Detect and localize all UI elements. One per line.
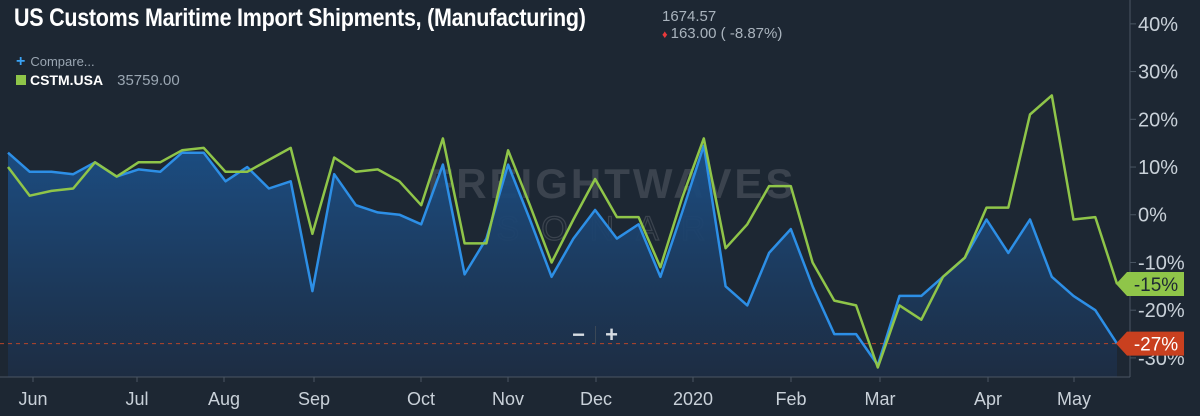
x-tick-label: Feb (775, 389, 806, 409)
zoom-out-button[interactable]: − (572, 322, 585, 347)
compare-button[interactable]: + Compare... (16, 53, 95, 71)
series-color-swatch (16, 75, 26, 85)
y-tick-label: 10% (1138, 157, 1178, 179)
chart-title: US Customs Maritime Import Shipments, (M… (14, 4, 586, 32)
last-value-badge: -15% (1116, 271, 1184, 296)
y-tick-label: 20% (1138, 109, 1178, 131)
watermark-line1: FREIGHTWAVES (428, 160, 797, 207)
x-tick-label: May (1057, 389, 1091, 409)
x-tick-label: Apr (974, 389, 1002, 409)
down-arrow-icon: ♦ (662, 29, 668, 41)
x-axis: Jun Jul Aug Sep Oct Nov Dec 2020 Feb Mar Apr May (18, 377, 1091, 409)
compare-label: Compare... (30, 54, 95, 69)
y-tick-label: 40% (1138, 14, 1178, 36)
zoom-controls: − + (562, 320, 628, 350)
blue-series-area (8, 145, 1117, 377)
last-value-badge: -27% (1116, 331, 1184, 356)
green-series-line (7, 94, 1119, 369)
blue-series-line (7, 144, 1119, 367)
zoom-in-button[interactable]: + (605, 322, 618, 347)
badge-label: -15% (1134, 275, 1178, 296)
x-tick-label: Sep (298, 389, 330, 409)
plot-area (0, 94, 1130, 377)
zoom-separator (594, 326, 596, 344)
price-change-text: 163.00 ( -8.87%) (670, 25, 783, 42)
price-change: ♦ 163.00 ( -8.87%) (662, 25, 782, 42)
series-ticker: CSTM.USA (30, 72, 104, 88)
series-legend-item[interactable]: CSTM.USA 35759.00 (16, 72, 180, 89)
y-tick-label: -20% (1138, 300, 1185, 322)
x-tick-label: Mar (865, 389, 896, 409)
x-tick-label: Aug (208, 389, 240, 409)
x-tick-label: 2020 (673, 389, 713, 409)
x-tick-label: Jun (18, 389, 47, 409)
x-tick-label: Nov (492, 389, 524, 409)
y-axis: 40%30%20%10%0%-10%-20%-30% (1130, 14, 1185, 370)
series-value: 35759.00 (117, 72, 180, 89)
y-tick-label: 0% (1138, 205, 1167, 227)
x-tick-label: Jul (125, 389, 148, 409)
plus-icon: + (16, 53, 26, 70)
x-tick-label: Dec (580, 389, 612, 409)
last-value-badges: -15% -27% (1116, 271, 1184, 356)
badge-label: -27% (1134, 335, 1178, 356)
y-tick-label: -10% (1138, 252, 1185, 274)
badge-shape (1116, 331, 1184, 356)
badge-shape (1116, 271, 1184, 296)
y-tick-label: 30% (1138, 62, 1178, 84)
x-tick-label: Oct (407, 389, 435, 409)
last-price: 1674.57 (662, 8, 717, 25)
